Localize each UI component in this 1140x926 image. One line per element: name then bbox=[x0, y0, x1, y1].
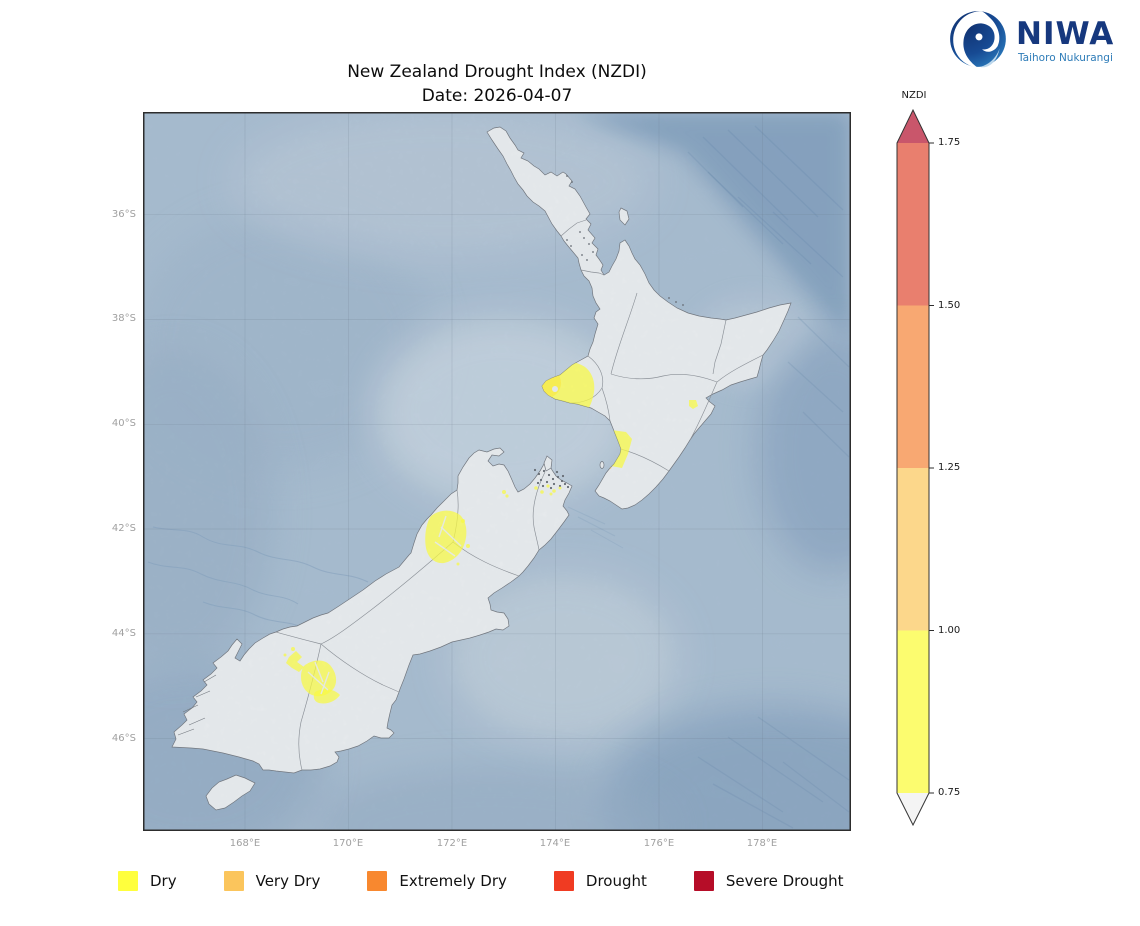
very-dry-label: Very Dry bbox=[255, 872, 321, 890]
extremely-dry-label: Extremely Dry bbox=[399, 872, 507, 890]
colorbar-under-arrow bbox=[897, 793, 929, 825]
map-frame bbox=[143, 112, 851, 831]
page-title: New Zealand Drought Index (NZDI) bbox=[347, 62, 647, 82]
legend-item-drought: Drought bbox=[553, 871, 647, 891]
hillshade-texture bbox=[143, 112, 851, 831]
colorbar-ticks bbox=[929, 142, 934, 794]
figure-title-block: New Zealand Drought Index (NZDI) Date: 2… bbox=[143, 60, 851, 108]
severe-drought-label: Severe Drought bbox=[725, 872, 844, 890]
lat-tick-38s: 38°S bbox=[111, 313, 136, 324]
lon-tick-168e: 168°E bbox=[229, 838, 261, 849]
colorbar-tick-075: 0.75 bbox=[938, 787, 961, 798]
colorbar-tick-100: 1.00 bbox=[938, 625, 961, 636]
very-dry-swatch bbox=[223, 871, 244, 891]
colorbar-tick-125: 1.25 bbox=[938, 462, 961, 473]
niwa-logo-tagline: Taihoro Nukurangi bbox=[1018, 52, 1113, 64]
niwa-logo-icon bbox=[950, 11, 1006, 68]
drought-class-legend: Dry Very Dry Extremely Dry Drought Sever… bbox=[118, 871, 844, 891]
lat-tick-42s: 42°S bbox=[111, 523, 136, 534]
colorbar-over-arrow bbox=[897, 110, 929, 143]
colorbar-graphic bbox=[896, 108, 934, 827]
legend-item-severe-drought: Severe Drought bbox=[693, 871, 844, 891]
niwa-logo: NIWA Taihoro Nukurangi bbox=[948, 8, 1133, 74]
lat-tick-46s: 46°S bbox=[111, 733, 136, 744]
lon-tick-178e: 178°E bbox=[746, 838, 778, 849]
dry-label: Dry bbox=[150, 872, 177, 890]
lon-tick-176e: 176°E bbox=[643, 838, 675, 849]
colorbar-tick-175: 1.75 bbox=[938, 137, 961, 148]
date-subtitle: Date: 2026-04-07 bbox=[421, 86, 573, 106]
lat-tick-36s: 36°S bbox=[111, 209, 136, 220]
map-canvas bbox=[143, 112, 851, 831]
colorbar bbox=[892, 108, 940, 834]
dry-swatch bbox=[118, 871, 138, 891]
lon-tick-174e: 174°E bbox=[539, 838, 571, 849]
colorbar-tick-150: 1.50 bbox=[938, 300, 961, 311]
extremely-dry-swatch bbox=[367, 871, 388, 891]
drought-label: Drought bbox=[585, 872, 647, 890]
lon-tick-170e: 170°E bbox=[332, 838, 364, 849]
legend-item-extremely-dry: Extremely Dry bbox=[367, 871, 507, 891]
lon-tick-172e: 172°E bbox=[436, 838, 468, 849]
severe-drought-swatch bbox=[693, 871, 714, 891]
lat-tick-40s: 40°S bbox=[111, 418, 136, 429]
niwa-logo-text: NIWA bbox=[1016, 16, 1115, 52]
legend-item-very-dry: Very Dry bbox=[223, 871, 321, 891]
nz-drought-map bbox=[143, 112, 851, 831]
drought-swatch bbox=[553, 871, 574, 891]
legend-item-dry: Dry bbox=[118, 871, 177, 891]
colorbar-title: NZDI bbox=[901, 90, 927, 101]
lat-tick-44s: 44°S bbox=[111, 628, 136, 639]
